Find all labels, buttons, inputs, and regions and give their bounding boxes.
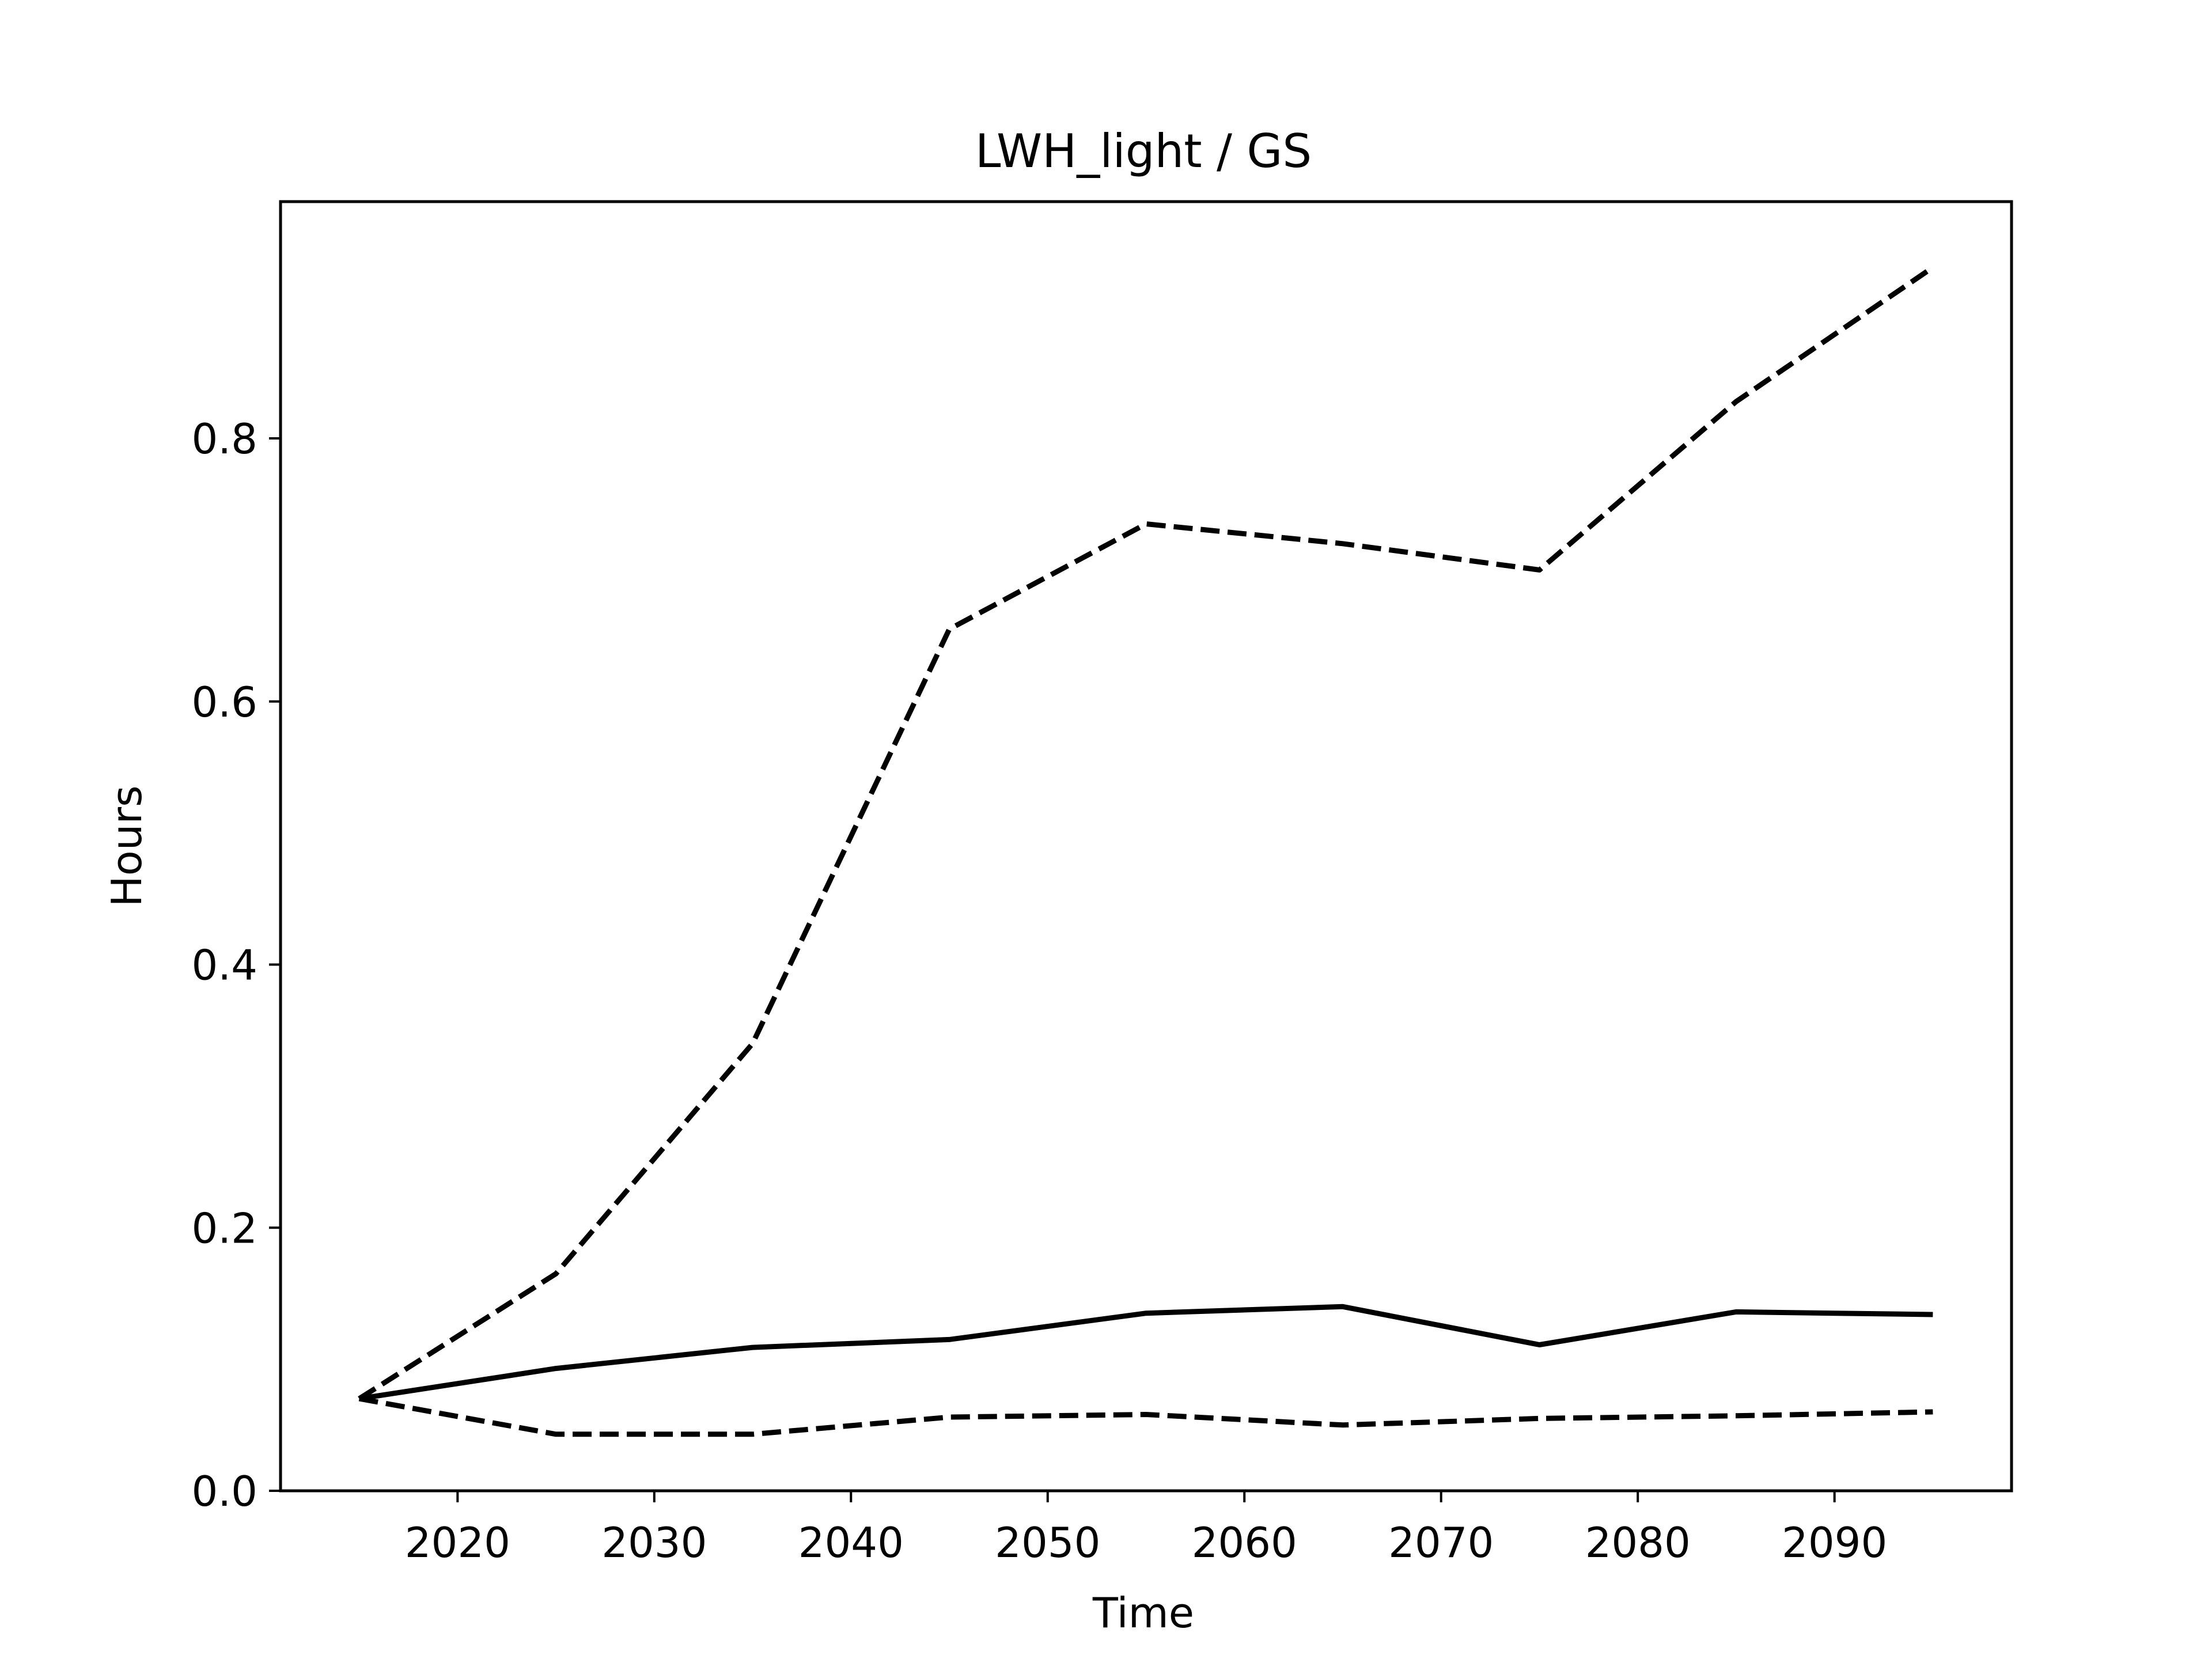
- series-line-3-dashed: [358, 1396, 1933, 1437]
- x-tick-label: 2050: [995, 1518, 1100, 1567]
- x-axis-label: Time: [1092, 1589, 1194, 1637]
- x-tick-label: 2060: [1192, 1518, 1297, 1567]
- series-line-2-solid: [358, 1304, 1933, 1402]
- y-tick-label: 0.2: [191, 1204, 257, 1252]
- x-tick-label: 2090: [1782, 1518, 1887, 1567]
- y-tick-label: 0.6: [191, 678, 257, 726]
- x-tick-label: 2080: [1585, 1518, 1691, 1567]
- series-line-1-dashed: [358, 265, 1934, 1401]
- x-tick-label: 2040: [798, 1518, 904, 1567]
- chart-title: LWH_light / GS: [975, 124, 1312, 178]
- ticks-layer: 2020 2030 2040 2050 2060 2070 2080 2090 0.0 0.2 0.…: [191, 415, 1887, 1567]
- y-tick-label: 0.8: [191, 415, 257, 463]
- x-tick-label: 2020: [405, 1518, 510, 1567]
- y-tick-label: 0.0: [191, 1467, 257, 1516]
- y-axis-label: Hours: [103, 786, 151, 907]
- y-tick-label: 0.4: [191, 941, 257, 990]
- x-tick-label: 2070: [1388, 1518, 1494, 1567]
- plot-frame: [279, 200, 2013, 1493]
- series-layer: [358, 265, 1934, 1437]
- x-tick-label: 2030: [601, 1518, 707, 1567]
